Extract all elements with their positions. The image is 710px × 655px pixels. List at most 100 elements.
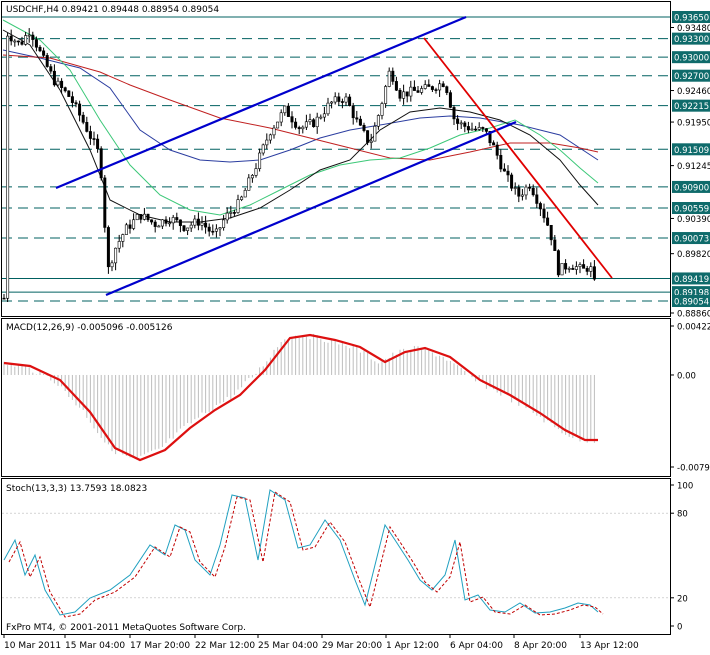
candle-body <box>589 266 593 272</box>
candle-body <box>412 86 416 91</box>
candle-body <box>196 218 200 226</box>
candle-body <box>510 174 514 189</box>
candle-body <box>477 127 481 130</box>
drawn-trendlines[interactable] <box>55 15 613 297</box>
candle-body <box>351 105 355 119</box>
price-level-tag <box>672 69 710 82</box>
candle-body <box>578 264 582 267</box>
candle-body <box>16 40 20 43</box>
candle-body <box>56 80 60 86</box>
candle-body <box>542 208 546 219</box>
candle-body <box>394 81 398 91</box>
price-scale-label: 0.90390 <box>677 215 710 225</box>
price-scale-label: 0.89820 <box>677 250 710 260</box>
candle-body <box>592 266 596 280</box>
candle-body <box>319 116 323 119</box>
candle-body <box>6 35 10 299</box>
time-axis-label: 10 Mar 2011 <box>4 641 61 651</box>
candle-body <box>560 263 564 276</box>
candle-body <box>139 214 143 220</box>
price-level-label: 0.92700 <box>674 72 709 82</box>
candle-body <box>164 219 168 224</box>
stoch-panel-header: Stoch(13,3,3) 13.7593 18.0823 <box>6 484 147 494</box>
price-level-label: 0.90073 <box>674 235 709 245</box>
candle-body <box>513 187 517 189</box>
candle-body <box>358 118 362 126</box>
time-axis-label: 17 Mar 20:00 <box>130 641 190 651</box>
candle-body <box>276 121 280 129</box>
candle-body <box>322 113 326 118</box>
candle-body <box>168 222 172 225</box>
candle-body <box>398 89 402 99</box>
candle-body <box>175 217 179 221</box>
candle-body <box>52 70 56 86</box>
candle-body <box>272 127 276 136</box>
price-level-label: 0.93300 <box>674 35 709 45</box>
stoch-scale-label: 100 <box>677 482 693 492</box>
candle-body <box>330 101 334 104</box>
candle-body <box>160 219 164 227</box>
candle-body <box>70 96 74 103</box>
candle-body <box>456 118 460 124</box>
candle-body <box>524 186 528 196</box>
candle-body <box>283 105 287 114</box>
candle-body <box>463 122 467 127</box>
candle-body <box>312 119 316 128</box>
candle-body <box>243 190 247 198</box>
candle-body <box>236 199 240 213</box>
candle-body <box>24 35 28 45</box>
candle-body <box>60 80 64 88</box>
candle-body <box>250 175 254 179</box>
candle-body <box>420 88 424 93</box>
candle-body <box>121 234 125 242</box>
candle-body <box>124 224 128 235</box>
stoch-scale-label: 80 <box>677 510 688 520</box>
candle-body <box>531 187 535 196</box>
candle-body <box>211 230 215 233</box>
stochastic-panel[interactable] <box>1 478 671 635</box>
candle-body <box>376 115 380 127</box>
candle-body <box>189 224 193 229</box>
ma-green-line <box>2 19 599 216</box>
candle-body <box>232 212 236 214</box>
price-level-tag <box>672 99 710 112</box>
candle-body <box>20 41 24 45</box>
price-level-label: 0.93000 <box>674 54 709 64</box>
candle-body <box>222 219 226 228</box>
time-axis: 10 Mar 2011 15 Mar 04:00 17 Mar 20:00 22 Ma… <box>3 634 639 651</box>
candle-body <box>362 124 366 131</box>
price-scale-label: 0.91950 <box>677 119 710 129</box>
candle-body <box>63 87 67 92</box>
macd-panel[interactable] <box>1 318 671 477</box>
indicator-scales: 0.00422 0.00 -0.00793 100 80 20 0 <box>670 323 710 633</box>
candle-body <box>27 34 31 37</box>
candle-body <box>38 46 42 52</box>
stochastic-indicator <box>2 489 670 618</box>
candle-body <box>88 131 92 139</box>
candle-body <box>42 50 46 56</box>
candle-body <box>488 131 492 144</box>
price-level-tag <box>672 32 710 45</box>
candle-body <box>132 219 136 229</box>
price-scale-label: 0.93480 <box>677 24 710 34</box>
candle-body <box>81 114 85 123</box>
candle-body <box>344 96 348 103</box>
candle-body <box>315 116 319 128</box>
candle-body <box>34 39 38 48</box>
candle-body <box>265 139 269 146</box>
price-level-tag <box>672 11 710 23</box>
candle-body <box>214 228 218 232</box>
time-axis-label: 13 Apr 12:00 <box>580 641 639 651</box>
price-candles <box>2 28 596 303</box>
candle-body <box>286 105 290 117</box>
candle-body <box>92 138 96 140</box>
candle-body <box>470 128 474 131</box>
price-level-tag <box>672 143 710 156</box>
time-axis-label: 25 Mar 04:00 <box>258 641 318 651</box>
candle-body <box>110 262 114 268</box>
candle-body <box>13 40 17 43</box>
candle-body <box>492 142 496 146</box>
candle-body <box>153 221 157 227</box>
macd-signal-line <box>3 333 598 462</box>
